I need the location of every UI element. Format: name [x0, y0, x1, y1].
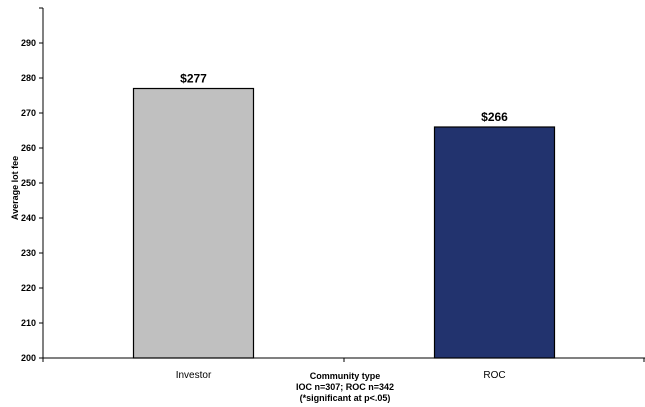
y-tick-label: 260 — [21, 143, 36, 153]
y-tick-label: 280 — [21, 73, 36, 83]
x-axis-title-line-2: IOC n=307; ROC n=342 — [296, 382, 394, 392]
y-tick-label: 230 — [21, 248, 36, 258]
plot-area: 200 210 220 230 240 250 260 270 280 290 $277 Invest… — [21, 7, 645, 381]
y-tick-label: 290 — [21, 38, 36, 48]
x-category-label: ROC — [483, 370, 505, 381]
x-axis-title-line-3: (*significant at p<.05) — [300, 393, 391, 403]
data-label: $277 — [180, 72, 207, 86]
bar-roc — [433, 126, 556, 359]
y-tick-label: 250 — [21, 178, 36, 188]
y-tick-label: 240 — [21, 213, 36, 223]
y-tick-label: 210 — [21, 318, 36, 328]
data-label: $266 — [481, 110, 508, 124]
y-tick-label: 220 — [21, 283, 36, 293]
y-tick-label: 200 — [21, 353, 36, 363]
x-axis-title-line-1: Community type — [310, 371, 381, 381]
y-tick-label: 270 — [21, 108, 36, 118]
y-axis-title: Average lot fee — [10, 156, 20, 220]
bar-investor — [132, 87, 255, 359]
x-category-label: Investor — [176, 370, 212, 381]
